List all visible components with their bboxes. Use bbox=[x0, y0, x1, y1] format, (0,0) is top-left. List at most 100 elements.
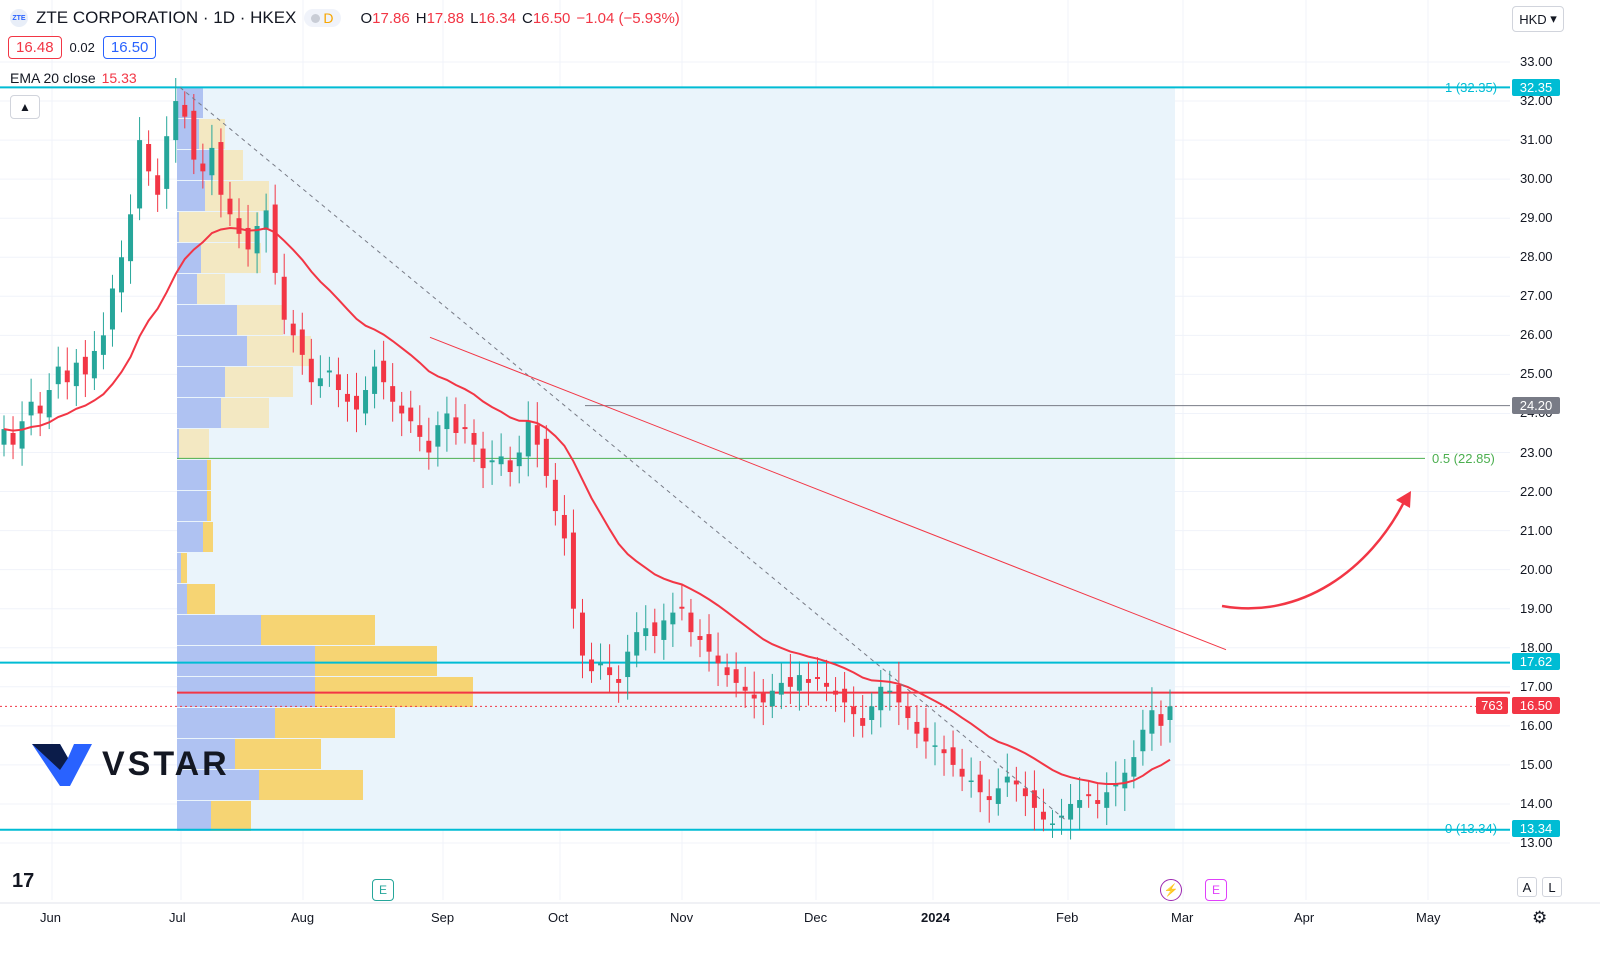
trendlines bbox=[179, 86, 1411, 820]
candle-body bbox=[579, 612, 585, 656]
bar-countdown: 763 bbox=[1476, 697, 1508, 714]
candle-body bbox=[625, 651, 631, 678]
candle-body bbox=[534, 425, 540, 445]
candle-body bbox=[55, 366, 61, 385]
candle-body bbox=[10, 432, 16, 445]
volume-profile-down bbox=[315, 646, 437, 676]
candle-body bbox=[1167, 706, 1173, 720]
candle-body bbox=[833, 690, 839, 695]
candle-body bbox=[272, 204, 278, 273]
candle-body bbox=[1031, 790, 1037, 808]
volume-profile-down bbox=[275, 708, 395, 738]
symbol-title[interactable]: ZTE CORPORATION · 1D · HKEX bbox=[36, 8, 297, 27]
candle-body bbox=[643, 628, 649, 637]
volume-profile-down bbox=[213, 150, 243, 180]
candle-body bbox=[914, 721, 920, 734]
candle-body bbox=[399, 405, 405, 414]
candle-body bbox=[128, 214, 134, 262]
collapse-legend-button[interactable]: ▲ bbox=[10, 95, 40, 119]
candle-body bbox=[995, 788, 1001, 804]
candle-body bbox=[733, 669, 739, 683]
ohlc-values: O17.86 H17.88 L16.34 C16.50 −1.04 (−5.93… bbox=[361, 10, 680, 27]
candle-body bbox=[561, 514, 567, 539]
price-tick-label: 13.00 bbox=[1520, 835, 1553, 850]
currency-selector[interactable]: HKD ▾ bbox=[1512, 6, 1564, 32]
volume-profile-up bbox=[177, 491, 207, 521]
price-tick-label: 31.00 bbox=[1520, 132, 1553, 148]
candle-body bbox=[1086, 794, 1092, 797]
dividend-event-icon[interactable]: ⚡ bbox=[1160, 879, 1182, 901]
low-label: L bbox=[470, 9, 479, 27]
candle-body bbox=[453, 417, 459, 433]
price-tick-label: 25.00 bbox=[1520, 366, 1553, 382]
candle-body bbox=[932, 745, 938, 747]
candle-body bbox=[326, 370, 332, 373]
candle-body bbox=[335, 374, 341, 391]
spread-value: 0.02 bbox=[69, 40, 95, 55]
candle-body bbox=[344, 393, 350, 402]
gear-icon[interactable]: ⚙ bbox=[1532, 908, 1548, 927]
time-tick-label: Nov bbox=[670, 910, 694, 925]
indicator-legend[interactable]: EMA 20 close 15.33 bbox=[10, 70, 137, 86]
candle-body bbox=[363, 390, 369, 414]
sell-button[interactable]: 16.48 bbox=[8, 36, 62, 59]
candle-body bbox=[652, 622, 658, 637]
chevron-up-icon: ▲ bbox=[19, 100, 31, 114]
volume-profile-down bbox=[235, 739, 321, 769]
candle-body bbox=[860, 718, 866, 726]
time-tick-label: Dec bbox=[804, 910, 828, 925]
candle-body bbox=[82, 356, 88, 375]
volume-profile-down bbox=[205, 181, 269, 211]
symbol-logo-icon[interactable]: ZTE bbox=[10, 9, 28, 27]
candle-body bbox=[905, 706, 911, 719]
candle-body bbox=[462, 427, 468, 430]
candle-body bbox=[968, 780, 974, 783]
time-tick-label: Sep bbox=[431, 910, 455, 925]
candle-body bbox=[751, 694, 757, 699]
high-value: 17.88 bbox=[426, 9, 465, 27]
price-tick-label: 28.00 bbox=[1520, 249, 1553, 265]
ema-20-line bbox=[3, 226, 1171, 785]
candle-body bbox=[209, 147, 215, 176]
candle-body bbox=[851, 706, 857, 715]
earnings-upcoming-icon[interactable]: E bbox=[1205, 879, 1227, 901]
candle-body bbox=[570, 532, 576, 609]
volume-profile-up bbox=[177, 739, 235, 769]
candle-body bbox=[941, 749, 947, 754]
data-badge: D bbox=[323, 10, 334, 26]
candle-body bbox=[607, 667, 613, 676]
candle-body bbox=[480, 448, 486, 469]
candle-body bbox=[869, 706, 875, 720]
market-status[interactable]: D bbox=[304, 9, 341, 27]
vstar-watermark: VSTAR bbox=[30, 740, 230, 788]
volume-profile-down bbox=[207, 460, 211, 490]
candle-body bbox=[516, 452, 522, 467]
log-scale-button[interactable]: L bbox=[1542, 877, 1562, 897]
candle-body bbox=[1122, 772, 1128, 789]
auto-scale-button[interactable]: A bbox=[1517, 877, 1537, 897]
volume-profile-down bbox=[207, 491, 211, 521]
candle-body bbox=[679, 606, 685, 609]
candle-body bbox=[950, 747, 956, 765]
buy-button[interactable]: 16.50 bbox=[102, 36, 157, 59]
candle-body bbox=[796, 675, 802, 691]
candle-body bbox=[281, 276, 287, 320]
volume-profile-down bbox=[261, 615, 375, 645]
candle-body bbox=[787, 677, 793, 687]
volume-profile-up bbox=[177, 460, 207, 490]
candle-body bbox=[218, 142, 224, 195]
candle-body bbox=[37, 405, 43, 414]
tradingview-logo[interactable]: 17 bbox=[12, 870, 35, 892]
candle-body bbox=[769, 690, 775, 707]
candle-body bbox=[308, 358, 314, 383]
volume-profile-down bbox=[237, 305, 283, 335]
candle-body bbox=[778, 682, 784, 695]
earnings-event-icon[interactable]: E bbox=[372, 879, 394, 901]
volume-profile-down bbox=[187, 584, 215, 614]
candle-body bbox=[1149, 710, 1155, 734]
price-tick-label: 22.00 bbox=[1520, 483, 1553, 499]
price-tick-label: 20.00 bbox=[1520, 561, 1553, 577]
candle-body bbox=[408, 407, 414, 422]
price-tick-label: 26.00 bbox=[1520, 327, 1553, 343]
